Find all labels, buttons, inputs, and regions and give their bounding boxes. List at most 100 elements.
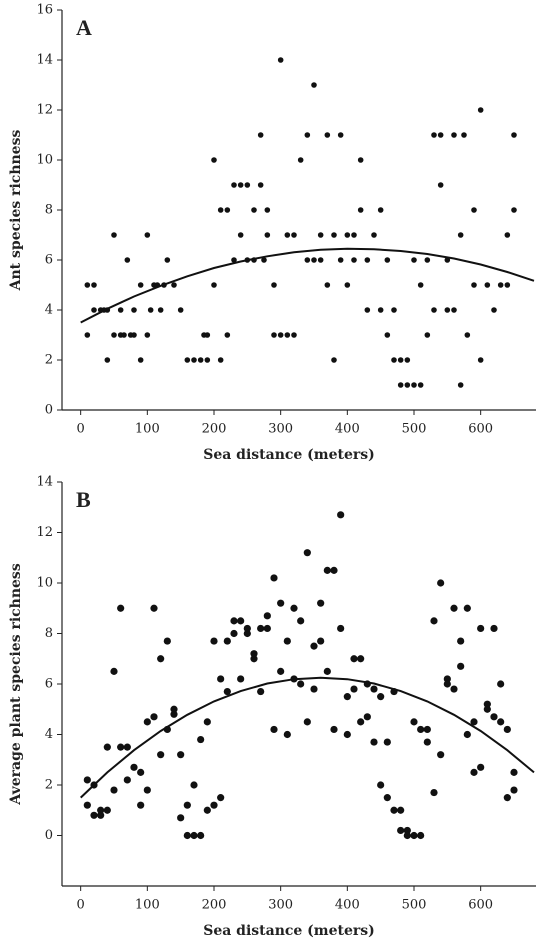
point xyxy=(111,232,117,238)
point xyxy=(297,680,305,688)
point xyxy=(490,624,498,633)
point xyxy=(391,307,397,313)
point xyxy=(343,730,351,739)
point xyxy=(291,332,297,338)
x-tick-label: 300 xyxy=(268,422,293,437)
point xyxy=(237,182,244,188)
y-tick-label: 8 xyxy=(45,203,53,218)
point xyxy=(383,794,391,802)
point xyxy=(383,738,391,746)
point xyxy=(284,332,291,338)
point xyxy=(430,788,438,797)
point xyxy=(117,604,125,612)
point xyxy=(317,232,324,238)
point xyxy=(443,675,451,683)
point xyxy=(464,332,471,338)
point xyxy=(410,718,418,726)
point xyxy=(170,705,178,713)
y-tick-label: 12 xyxy=(36,525,53,540)
x-tick-label: 500 xyxy=(402,898,427,913)
point xyxy=(397,357,404,363)
x-tick-label: 200 xyxy=(202,422,227,437)
point xyxy=(284,232,291,238)
point xyxy=(297,617,305,625)
point xyxy=(344,232,351,238)
point xyxy=(271,332,277,338)
point xyxy=(271,282,277,288)
point xyxy=(384,257,391,263)
point xyxy=(350,655,358,663)
point xyxy=(317,637,325,645)
y-tick-label: 4 xyxy=(45,727,53,742)
y-tick-label: 2 xyxy=(45,778,53,793)
point xyxy=(104,357,111,363)
point xyxy=(330,566,338,574)
point xyxy=(157,751,165,759)
x-tick-label: 500 xyxy=(402,422,427,437)
point xyxy=(103,806,111,814)
fit-curve xyxy=(80,247,535,324)
point xyxy=(384,332,391,338)
point xyxy=(337,624,345,633)
point xyxy=(351,232,357,238)
point xyxy=(491,307,497,313)
point xyxy=(391,357,397,363)
point xyxy=(291,232,297,238)
point xyxy=(311,82,317,88)
point xyxy=(377,693,385,701)
point xyxy=(317,257,324,263)
y-tick-label: 8 xyxy=(45,626,53,641)
point xyxy=(390,806,398,814)
y-tick-label: 4 xyxy=(45,303,53,318)
point xyxy=(204,332,211,338)
x-tick-label: 600 xyxy=(468,898,493,913)
point xyxy=(211,157,217,163)
point xyxy=(251,207,257,213)
point xyxy=(503,725,511,734)
point xyxy=(324,132,331,138)
point xyxy=(397,806,405,814)
point xyxy=(217,675,225,683)
point xyxy=(323,667,331,675)
point xyxy=(437,182,444,188)
point xyxy=(237,617,245,625)
point xyxy=(417,282,424,288)
point xyxy=(304,132,311,138)
point xyxy=(343,693,351,701)
point xyxy=(183,801,191,809)
point xyxy=(510,768,518,776)
point xyxy=(183,831,191,840)
point xyxy=(377,781,385,789)
point xyxy=(144,332,151,338)
point xyxy=(437,751,445,759)
point xyxy=(231,257,237,263)
point xyxy=(170,710,178,718)
point xyxy=(190,831,198,840)
y-tick-label: 6 xyxy=(45,253,53,268)
point xyxy=(370,685,378,693)
point xyxy=(270,574,278,582)
point xyxy=(424,257,431,263)
point xyxy=(304,257,311,263)
point xyxy=(403,826,411,835)
point xyxy=(470,768,478,776)
point xyxy=(111,332,117,338)
point xyxy=(484,282,491,288)
y-axis-title: Average plant species richness xyxy=(8,563,24,806)
point xyxy=(237,675,245,683)
point xyxy=(504,282,511,288)
point xyxy=(197,831,205,840)
point xyxy=(257,132,264,138)
point xyxy=(423,725,431,734)
point xyxy=(243,629,251,638)
point xyxy=(363,713,371,721)
point xyxy=(450,604,458,612)
point xyxy=(457,662,465,670)
point xyxy=(443,680,451,688)
point xyxy=(297,157,304,163)
point xyxy=(91,307,97,313)
point xyxy=(463,604,471,612)
point xyxy=(217,794,225,802)
point xyxy=(444,307,451,313)
point xyxy=(211,282,217,288)
